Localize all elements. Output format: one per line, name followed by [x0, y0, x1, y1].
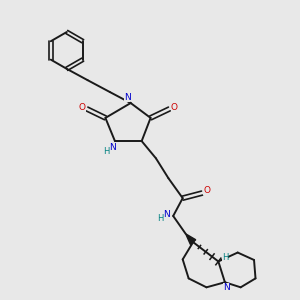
Text: O: O — [79, 103, 86, 112]
Text: H: H — [222, 254, 228, 262]
Text: O: O — [203, 186, 210, 195]
Text: H: H — [103, 147, 109, 156]
Text: O: O — [171, 103, 178, 112]
Text: N: N — [223, 283, 230, 292]
Text: H: H — [157, 214, 163, 223]
Text: N: N — [109, 142, 116, 152]
Polygon shape — [186, 234, 196, 244]
Text: N: N — [124, 93, 130, 102]
Text: N: N — [163, 210, 170, 219]
